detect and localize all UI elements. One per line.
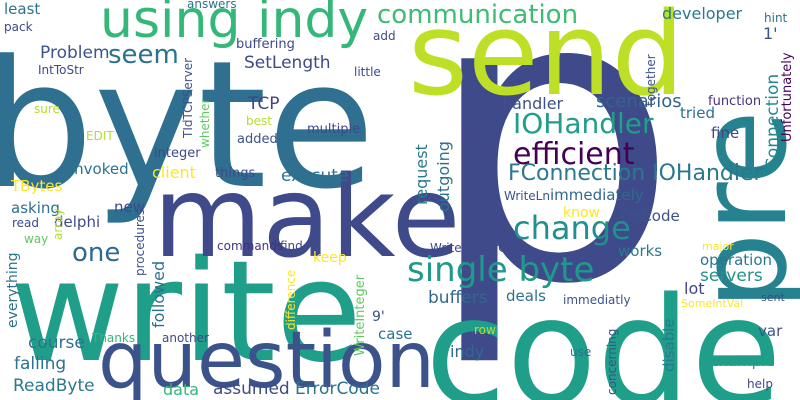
word-execute: execute [281, 166, 349, 186]
word-indy: indy [450, 342, 485, 361]
word-seem: seem [108, 40, 179, 70]
word-1-quote: 1' [763, 24, 778, 43]
word-disable: disable [660, 318, 678, 372]
word-errorcode: ErrorCode [295, 379, 380, 399]
word-developer: developer [662, 4, 743, 23]
word-data: data [163, 380, 200, 399]
word-works: works [618, 242, 663, 260]
word-hint: hint [764, 11, 788, 25]
word-function: function [708, 94, 762, 109]
word-problem: Problem [40, 43, 110, 63]
word-together: together [644, 54, 658, 106]
word-communication: communication [377, 0, 579, 30]
word-falling: falling [14, 354, 67, 374]
word-added: added [237, 132, 278, 147]
word-scenarios: scenarios [596, 91, 682, 112]
word-whether: whether [198, 98, 212, 148]
word-asking: asking [11, 199, 60, 217]
word-difference: difference [284, 269, 298, 330]
word-someintval: SomeIntVal [681, 297, 744, 310]
word-writeln: WriteLn [504, 189, 550, 203]
word-multiple: multiple [307, 122, 361, 137]
word-writebufferclose: WriteBufferClose [430, 241, 531, 255]
word-deals: deals [506, 287, 546, 305]
word-pack: pack [4, 20, 33, 34]
word-operation: operation [700, 251, 773, 269]
word-another: another [162, 331, 209, 345]
word-everything: everything [5, 252, 21, 328]
word-thanks: Thanks [92, 331, 136, 345]
word-using-indy: using indy [100, 0, 369, 50]
word-immediately: immediately [550, 186, 644, 204]
word-invoked: invoked [70, 160, 129, 178]
word-write: write [10, 231, 362, 394]
word-make: make [153, 153, 461, 283]
word-change: change [513, 209, 631, 247]
word-help: help [747, 377, 773, 391]
word-row: row [474, 323, 496, 337]
word-fine: fine [711, 124, 740, 142]
word-course: course [28, 333, 85, 353]
word-code: code [425, 266, 782, 400]
word-assumed: assumed [213, 379, 290, 399]
word-integer: integer [154, 146, 201, 161]
word-read: read [12, 216, 40, 230]
word-add: add [373, 29, 396, 43]
word-tcp: TCP [248, 94, 280, 114]
word-inttostr: IntToStr [38, 63, 84, 77]
word-know: know [563, 205, 600, 221]
word-way: way [24, 232, 49, 246]
word-var: var [758, 322, 783, 340]
word-handler: handler [502, 94, 564, 113]
word-readbyte: ReadByte [13, 376, 95, 396]
word-client: client [152, 163, 196, 182]
word-buffers: buffers [428, 288, 488, 308]
word-single-byte: single byte [407, 250, 595, 290]
word-immediatly: immediatly [563, 293, 631, 307]
word-tried: tried [680, 104, 715, 122]
word-request: request [412, 144, 431, 205]
word-procedures: procedures [133, 208, 147, 276]
word-sent: sent [761, 291, 785, 304]
word-best: best [246, 114, 272, 128]
word-things: things [215, 166, 256, 181]
word-commands: commands [217, 239, 284, 253]
word-delphi: delphi [54, 213, 101, 231]
word-outgoing: outgoing [434, 141, 453, 212]
word-major: major [702, 240, 734, 253]
word-p: p [425, 0, 679, 372]
word-little: little [354, 65, 381, 79]
word-byte: byte [0, 23, 376, 228]
word-sure: sure [34, 102, 60, 116]
word-unfortunately: Unfortunately [780, 52, 795, 142]
word-fconnection-iohandler: FConnection IOHandler [508, 161, 763, 186]
word-question: question [98, 316, 435, 400]
word-writeinteger: WriteInteger [353, 274, 368, 356]
word-tidtcpserver: TIdTCPServer [181, 57, 195, 138]
word-case: case [378, 325, 413, 343]
word-use: use [570, 345, 592, 359]
word-9-quote: 9' [372, 309, 385, 325]
word-opcode: OpCode [620, 207, 680, 225]
word-efficient: efficient [513, 137, 635, 172]
word-iohandler: IOHandler [513, 107, 654, 140]
word-example: example [710, 352, 775, 370]
word-least: least [4, 0, 41, 18]
word-edit: EDIT [86, 129, 114, 143]
word-find: find [280, 239, 303, 253]
word-answers: answers [187, 0, 237, 11]
word-buffering: buffering [236, 37, 295, 52]
word-new: new [114, 198, 146, 216]
word-keep: keep [313, 250, 347, 266]
word-servers: servers [700, 266, 763, 286]
word-one: one [72, 238, 121, 268]
word-array: array [51, 208, 65, 240]
word-concerning: concerning [605, 328, 619, 395]
word-followed: followed [149, 260, 168, 328]
word-lot: lot [684, 279, 705, 298]
word-setlength: SetLength [244, 53, 331, 73]
word-tbytes: TBytes [11, 177, 63, 195]
word-send: send [408, 0, 685, 122]
